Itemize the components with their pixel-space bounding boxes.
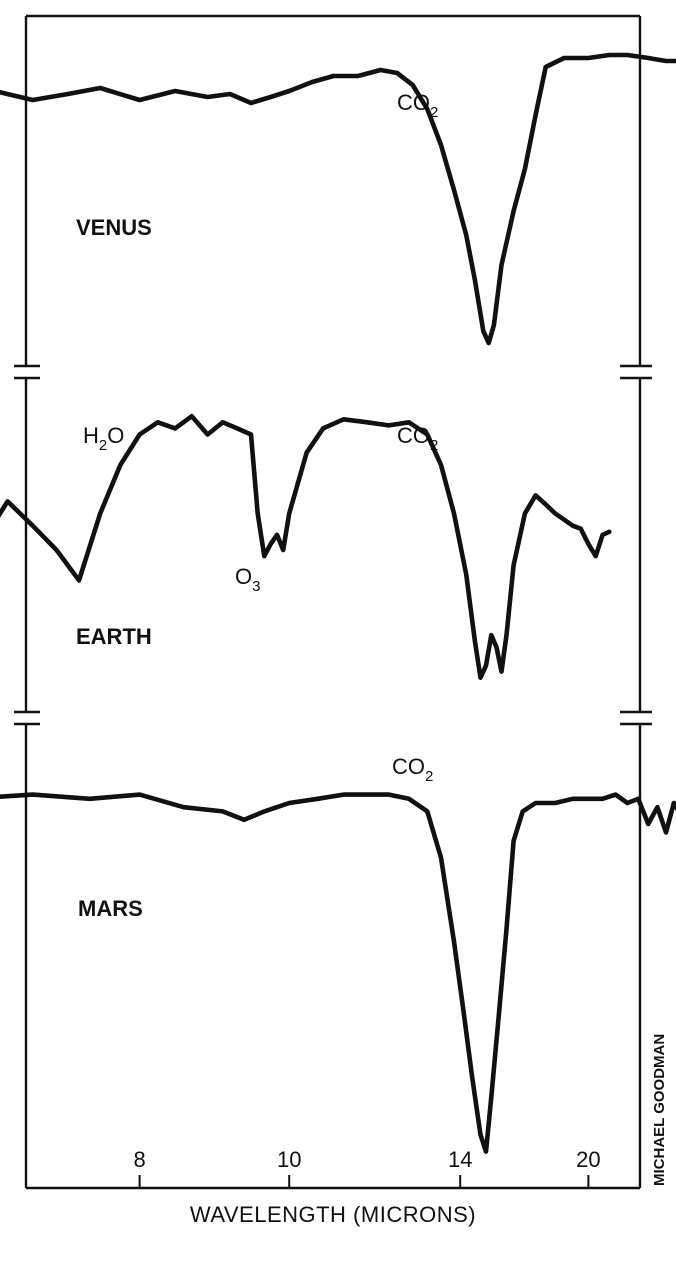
venus-co2-base: CO bbox=[397, 90, 430, 115]
planet-label-venus: VENUS bbox=[76, 215, 152, 240]
mars-spectrum-line bbox=[0, 792, 676, 1154]
earth-h2o-label: H2O bbox=[83, 423, 124, 454]
x-tick-label-14: 14 bbox=[448, 1147, 472, 1172]
chart-frame bbox=[14, 14, 652, 1190]
earth-co2-label: CO2 bbox=[397, 423, 438, 454]
planet-label-mars: MARS bbox=[78, 896, 143, 921]
credit-text: MICHAEL GOODMAN bbox=[651, 1034, 668, 1186]
mars-co2-base: CO bbox=[392, 754, 425, 779]
venus-co2-sub: 2 bbox=[430, 104, 438, 121]
x-tick-label-10: 10 bbox=[277, 1147, 301, 1172]
earth-o3-label: O3 bbox=[235, 564, 260, 595]
earth-h2o-tail: O bbox=[107, 423, 124, 448]
x-tick-label-20: 20 bbox=[576, 1147, 600, 1172]
planet-label-earth: EARTH bbox=[76, 624, 152, 649]
earth-co2-sub: 2 bbox=[430, 437, 438, 454]
earth-spectrum-line bbox=[0, 413, 612, 680]
earth-o3-base: O bbox=[235, 564, 252, 589]
mars-co2-sub: 2 bbox=[425, 768, 433, 785]
earth-o3-sub: 3 bbox=[252, 578, 260, 595]
venus-co2-label: CO2 bbox=[397, 90, 438, 121]
x-tick-label-8: 8 bbox=[133, 1147, 145, 1172]
venus-spectrum-line bbox=[0, 52, 676, 346]
x-axis-title: WAVELENGTH (MICRONS) bbox=[190, 1202, 476, 1227]
mars-co2-label: CO2 bbox=[392, 754, 433, 785]
earth-co2-base: CO bbox=[397, 423, 430, 448]
earth-h2o-sub: 2 bbox=[99, 437, 107, 454]
x-axis-ticks: 8 10 14 20 bbox=[133, 1147, 601, 1188]
earth-h2o-base: H bbox=[83, 423, 99, 448]
